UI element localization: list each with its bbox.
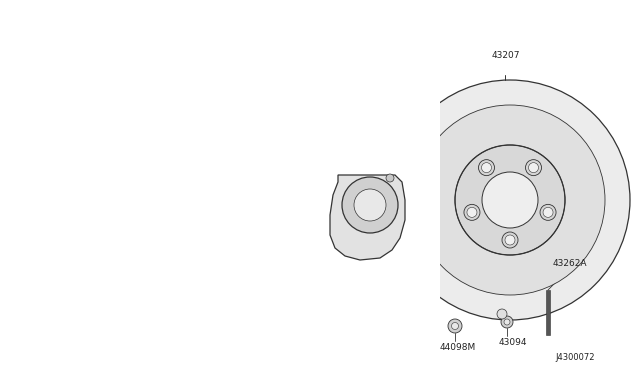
Polygon shape xyxy=(63,40,117,77)
Circle shape xyxy=(386,174,394,182)
Circle shape xyxy=(346,166,351,171)
Circle shape xyxy=(346,138,351,145)
Circle shape xyxy=(180,125,240,185)
Circle shape xyxy=(467,207,477,217)
Text: 43040A: 43040A xyxy=(110,135,145,144)
Circle shape xyxy=(173,154,182,163)
Text: 43262A: 43262A xyxy=(553,259,588,268)
Circle shape xyxy=(543,207,553,217)
Text: 43052(RH)
43053(LH): 43052(RH) 43053(LH) xyxy=(297,112,346,131)
Circle shape xyxy=(311,131,359,179)
Text: 43202: 43202 xyxy=(338,275,366,284)
Circle shape xyxy=(195,180,215,200)
Circle shape xyxy=(233,158,247,172)
Text: SEC.396
(39600(RH)
(39601(LH): SEC.396 (39600(RH) (39601(LH) xyxy=(26,80,74,110)
Circle shape xyxy=(390,80,630,320)
Circle shape xyxy=(455,145,565,255)
Circle shape xyxy=(502,232,518,248)
Circle shape xyxy=(342,177,398,233)
Text: 43210: 43210 xyxy=(347,114,376,123)
Circle shape xyxy=(386,174,394,182)
Text: J4300072: J4300072 xyxy=(556,353,595,362)
Text: 44098M: 44098M xyxy=(440,343,476,352)
Circle shape xyxy=(319,166,324,171)
Circle shape xyxy=(241,128,249,136)
Circle shape xyxy=(327,147,343,163)
Circle shape xyxy=(525,160,541,176)
Polygon shape xyxy=(330,175,405,260)
Circle shape xyxy=(213,95,223,105)
Polygon shape xyxy=(172,90,250,195)
Circle shape xyxy=(448,319,462,333)
Circle shape xyxy=(200,185,210,195)
Circle shape xyxy=(451,323,458,330)
Circle shape xyxy=(482,172,538,228)
Polygon shape xyxy=(546,290,550,335)
Circle shape xyxy=(497,309,507,319)
Circle shape xyxy=(505,235,515,245)
Circle shape xyxy=(504,319,510,325)
Text: 08921-3202A
PINK 2): 08921-3202A PINK 2) xyxy=(55,208,111,227)
Polygon shape xyxy=(330,175,405,260)
Polygon shape xyxy=(137,218,162,235)
Text: 43084+A: 43084+A xyxy=(70,188,112,197)
Circle shape xyxy=(464,204,480,220)
Circle shape xyxy=(319,138,324,145)
Text: 43094: 43094 xyxy=(499,338,527,347)
Circle shape xyxy=(237,161,243,169)
Circle shape xyxy=(354,189,386,221)
Circle shape xyxy=(501,316,513,328)
Circle shape xyxy=(415,105,605,295)
Circle shape xyxy=(479,160,495,176)
Circle shape xyxy=(342,177,398,233)
Circle shape xyxy=(208,90,228,110)
Circle shape xyxy=(174,174,182,182)
Circle shape xyxy=(481,163,492,173)
Circle shape xyxy=(237,124,253,140)
Circle shape xyxy=(192,137,228,173)
Circle shape xyxy=(529,163,538,173)
Bar xyxy=(0,0,440,372)
Text: 43207: 43207 xyxy=(492,51,520,60)
Circle shape xyxy=(540,204,556,220)
Circle shape xyxy=(320,140,350,170)
Text: 43222: 43222 xyxy=(258,253,286,263)
Circle shape xyxy=(354,189,386,221)
